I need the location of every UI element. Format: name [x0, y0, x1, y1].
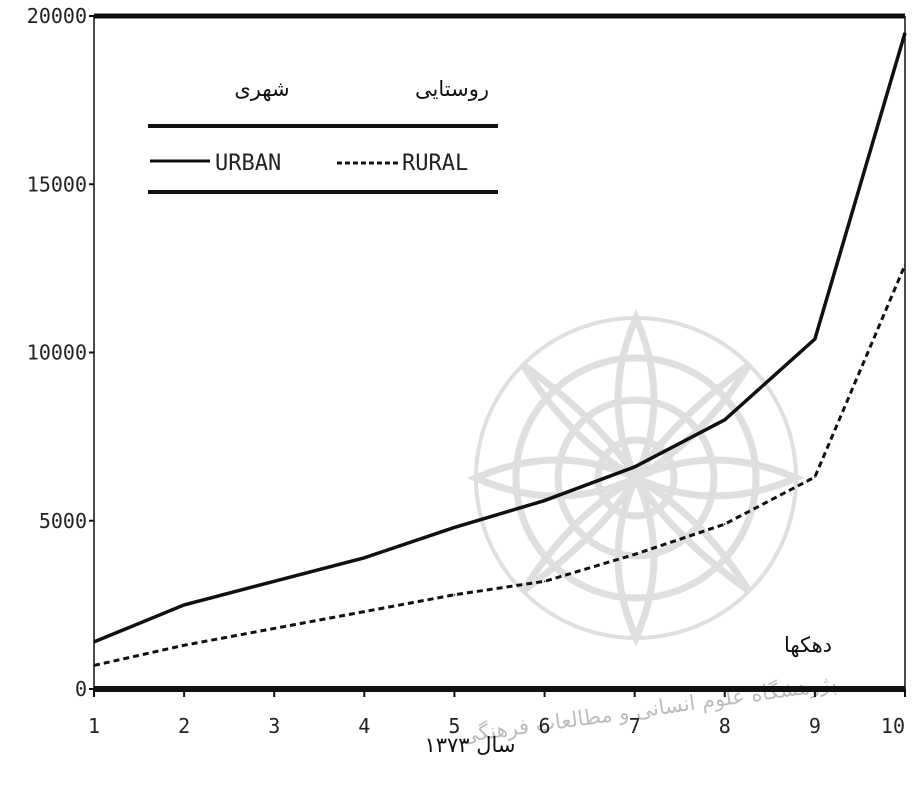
y-tick-label: 15000	[27, 172, 87, 196]
series-line-rural	[93, 264, 907, 667]
data-point-urban	[363, 556, 366, 559]
plot-frame	[93, 13, 906, 692]
x-tick-label: 10	[881, 714, 905, 738]
x-axis: 1 2 3 4 5 6 7 8 9 10	[88, 689, 906, 738]
data-point-urban	[904, 32, 906, 34]
legend-label-rural-fa: روستایی	[415, 77, 489, 101]
data-point-rural	[183, 644, 185, 647]
watermark-text: پژوهشگاه علوم انسانی و مطالعات فرهنگی	[460, 671, 839, 748]
data-point-rural	[633, 553, 636, 556]
x-axis-title: سال ۱۳۷۳	[424, 733, 515, 757]
data-point-rural	[814, 476, 816, 478]
x-tick-label: 4	[358, 714, 370, 738]
y-tick-label: 0	[75, 677, 87, 701]
data-point-rural	[93, 664, 95, 667]
y-axis: 0 5000 10000 15000 20000	[27, 4, 94, 701]
data-point-rural	[543, 580, 546, 583]
data-point-urban	[93, 641, 95, 643]
data-point-urban	[453, 526, 456, 529]
data-point-rural	[363, 610, 366, 613]
x-tick-label: 5	[448, 714, 460, 738]
data-point-rural	[904, 264, 906, 266]
data-point-rural	[453, 593, 456, 596]
y-tick-label: 5000	[39, 509, 87, 533]
data-point-urban	[183, 604, 185, 606]
legend: شهری روستایی URBAN RURAL	[148, 77, 498, 194]
data-point-urban	[543, 499, 546, 502]
series-line-urban	[93, 32, 907, 644]
data-point-urban	[633, 466, 636, 468]
data-point-urban	[273, 580, 276, 583]
legend-label-urban: URBAN	[215, 151, 281, 176]
series-layer	[93, 32, 907, 667]
data-point-urban	[814, 338, 816, 340]
data-point-urban	[723, 419, 726, 421]
x-tick-label: 7	[629, 714, 641, 738]
legend-label-rural: RURAL	[402, 151, 468, 176]
y-tick-label: 20000	[27, 4, 87, 28]
legend-label-urban-fa: شهری	[234, 77, 289, 101]
watermark-emblem	[467, 309, 805, 647]
x-tick-label: 1	[88, 714, 100, 738]
x-tick-label: 3	[268, 714, 280, 738]
data-point-rural	[723, 523, 726, 525]
y-tick-label: 10000	[27, 341, 87, 365]
decile-annotation: دهکها	[784, 633, 832, 657]
x-tick-label: 2	[178, 714, 190, 738]
x-tick-label: 9	[809, 714, 821, 738]
x-tick-label: 8	[719, 714, 731, 738]
data-point-rural	[273, 627, 276, 630]
x-tick-label: 6	[539, 714, 551, 738]
